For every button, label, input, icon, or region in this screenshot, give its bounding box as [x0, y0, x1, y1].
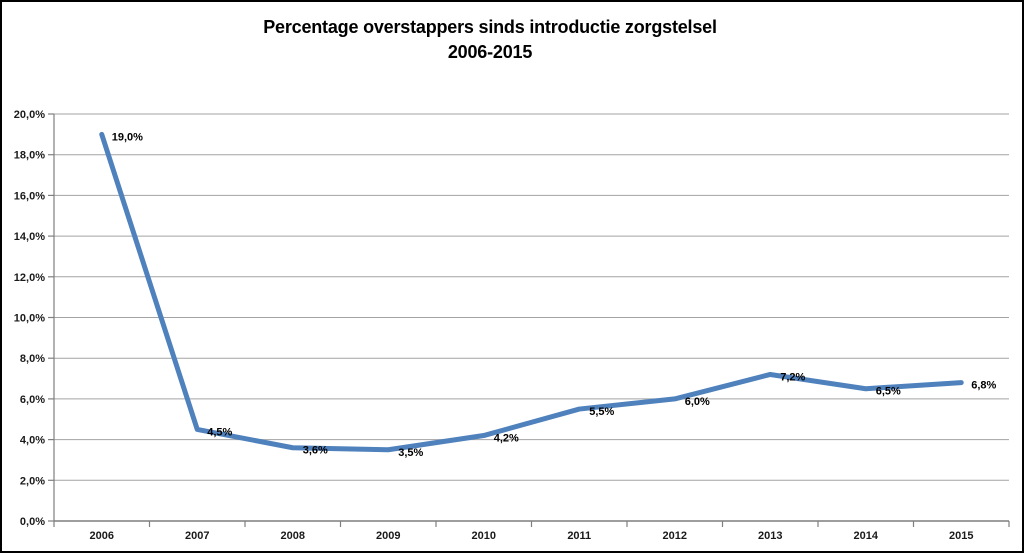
y-tick-label: 16,0%: [14, 190, 45, 202]
x-tick-label: 2014: [854, 530, 879, 542]
y-tick-label: 18,0%: [14, 150, 45, 162]
y-tick-label: 20,0%: [14, 109, 45, 121]
x-tick-label: 2006: [90, 530, 114, 542]
y-tick-label: 4,0%: [20, 435, 45, 447]
data-point-label: 6,5%: [876, 386, 901, 398]
data-point-label: 4,2%: [494, 433, 519, 445]
y-tick-label: 14,0%: [14, 231, 45, 243]
y-tick-label: 10,0%: [14, 313, 45, 325]
chart-title-line2: 2006-2015: [447, 42, 533, 62]
data-point-label: 7,2%: [780, 371, 805, 383]
data-point-label: 3,5%: [398, 447, 423, 459]
x-tick-label: 2009: [376, 530, 400, 542]
x-tick-label: 2015: [949, 530, 973, 542]
chart-title: Percentage overstappers sinds introducti…: [2, 15, 978, 65]
x-tick-label: 2008: [281, 530, 305, 542]
x-tick-label: 2011: [567, 530, 591, 542]
y-tick-label: 8,0%: [20, 353, 45, 365]
x-tick-label: 2010: [472, 530, 496, 542]
data-point-label: 5,5%: [589, 406, 614, 418]
data-point-label: 4,5%: [207, 426, 232, 438]
data-point-label: 3,6%: [303, 445, 328, 457]
data-point-label: 6,0%: [685, 396, 710, 408]
data-point-label: 19,0%: [112, 131, 143, 143]
x-tick-label: 2012: [663, 530, 687, 542]
y-tick-label: 12,0%: [14, 272, 45, 284]
y-tick-label: 2,0%: [20, 475, 45, 487]
x-tick-label: 2013: [758, 530, 782, 542]
y-tick-label: 0,0%: [20, 516, 45, 528]
data-point-label: 6,8%: [971, 380, 996, 392]
x-tick-label: 2007: [185, 530, 209, 542]
chart-title-line1: Percentage overstappers sinds introducti…: [263, 17, 717, 37]
series-line: [99, 131, 964, 453]
y-tick-label: 6,0%: [20, 394, 45, 406]
